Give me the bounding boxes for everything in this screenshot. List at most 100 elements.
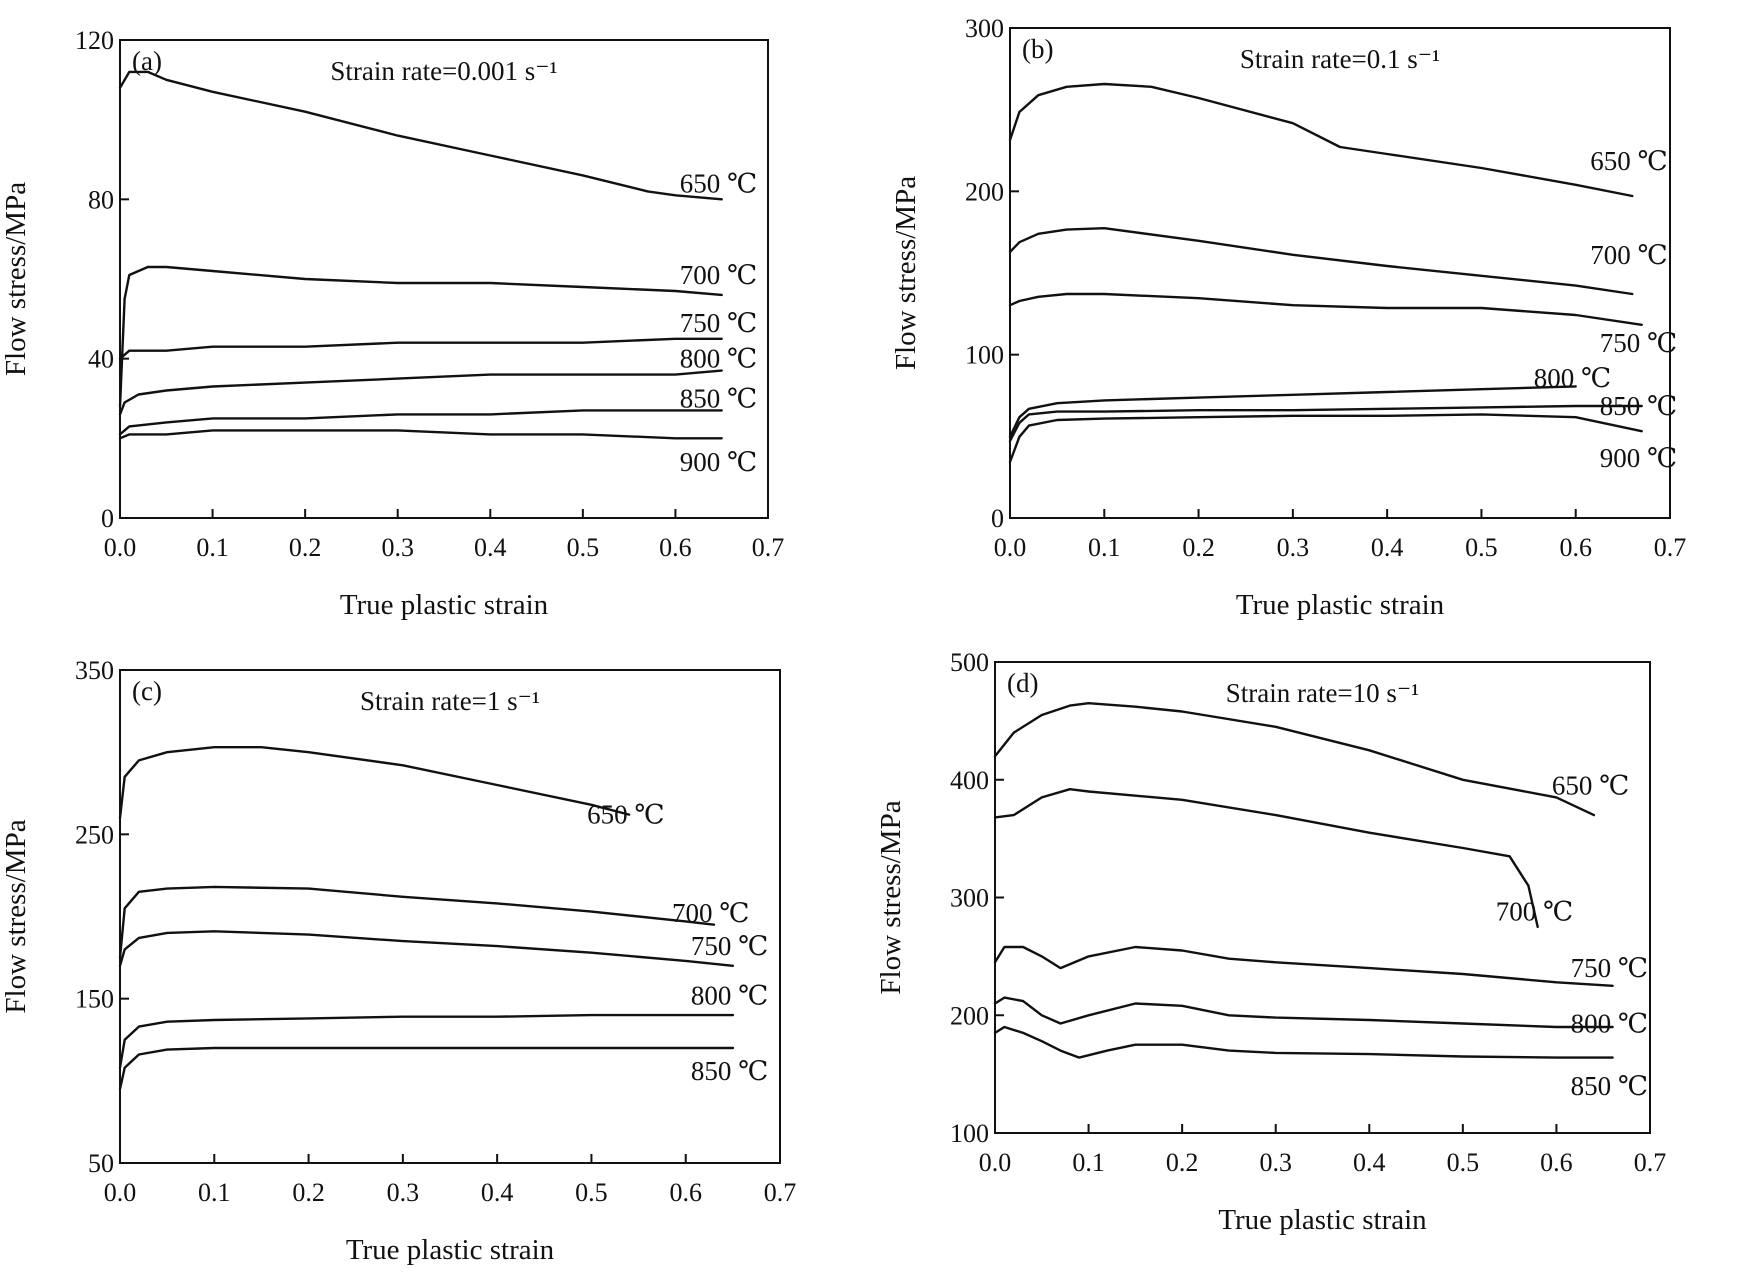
y-tick-label-b: 200: [965, 177, 1004, 206]
series-line-b-3: [1008, 385, 1577, 438]
y-tick-label-a: 0: [101, 504, 114, 533]
series-line-c-1: [118, 885, 716, 959]
y-axis-title-b: Flow stress/MPa: [890, 176, 922, 370]
x-tick-label-d: 0.0: [979, 1148, 1012, 1177]
x-tick-label-c: 0.7: [764, 1178, 797, 1207]
x-tick-label-d: 0.2: [1166, 1148, 1199, 1177]
y-tick-label-d: 300: [950, 884, 989, 913]
y-tick-label-d: 100: [950, 1119, 989, 1148]
series-line-b-0: [1008, 82, 1634, 198]
plot-frame-c: [119, 669, 781, 1164]
chart-panel-c: 0.0 0.1 0.2 0.3 0.4 0.5 0.6 0.7 50 150 250 350 True …: [0, 656, 796, 1266]
y-tick-label-a: 80: [88, 185, 114, 214]
x-tick-label-b: 0.1: [1088, 533, 1121, 562]
series-line-a-5: [118, 429, 723, 440]
plot-frame-a: [119, 39, 769, 519]
y-tick-label-c: 50: [88, 1149, 114, 1178]
series-label-d-4: 850 ℃: [1571, 1071, 1648, 1101]
x-tick-label-b: 0.2: [1182, 533, 1215, 562]
y-axis-title-c: Flow stress/MPa: [0, 819, 32, 1013]
x-tick-label-c: 0.5: [575, 1178, 608, 1207]
series-line-b-1: [1008, 226, 1634, 296]
y-tick-label-d: 500: [950, 648, 989, 677]
x-tick-label-c: 0.3: [387, 1178, 420, 1207]
x-tick-label-a: 0.6: [659, 533, 692, 562]
chart-panel-a: 0.0 0.1 0.2 0.3 0.4 0.5 0.6 0.7 0 40 80 120 True pla…: [0, 26, 784, 621]
chart-panel-d: 0.0 0.1 0.2 0.3 0.4 0.5 0.6 0.7 100 200 300 400 500 T…: [875, 648, 1666, 1236]
series-line-d-0: [993, 702, 1596, 817]
series-line-a-2: [118, 337, 723, 360]
strain-rate-annotation-c: Strain rate=1 s⁻¹: [360, 686, 540, 716]
x-axis-title-b: True plastic strain: [1236, 589, 1445, 621]
x-tick-label-a: 0.4: [474, 533, 507, 562]
series-label-c-2: 750 ℃: [691, 931, 768, 961]
y-tick-label-b: 100: [965, 341, 1004, 370]
y-axis-title-d: Flow stress/MPa: [875, 800, 907, 994]
series-label-b-3: 800 ℃: [1534, 363, 1611, 393]
x-tick-label-d: 0.5: [1447, 1148, 1480, 1177]
series-label-d-0: 650 ℃: [1552, 771, 1629, 801]
y-tick-label-b: 300: [965, 14, 1004, 43]
series-line-b-4: [1008, 404, 1643, 443]
chart-panel-b: 0.0 0.1 0.2 0.3 0.4 0.5 0.6 0.7 0 100 200 300 True p…: [890, 14, 1686, 621]
x-axis-title-d: True plastic strain: [1218, 1204, 1427, 1236]
series-label-d-3: 800 ℃: [1571, 1008, 1648, 1038]
series-label-b-5: 900 ℃: [1600, 443, 1677, 473]
x-tick-label-a: 0.7: [752, 533, 785, 562]
series-label-a-3: 800 ℃: [680, 344, 757, 374]
panel-label-d: (d): [1007, 668, 1038, 698]
y-tick-label-d: 400: [950, 766, 989, 795]
series-label-b-2: 750 ℃: [1600, 328, 1677, 358]
series-label-c-4: 850 ℃: [691, 1056, 768, 1086]
x-tick-label-b: 0.4: [1371, 533, 1404, 562]
series-label-a-0: 650 ℃: [680, 168, 757, 198]
y-tick-label-b: 0: [991, 504, 1004, 533]
series-line-c-4: [118, 1046, 735, 1091]
x-tick-label-a: 0.0: [104, 533, 137, 562]
x-tick-label-b: 0.6: [1559, 533, 1592, 562]
series-label-a-1: 700 ℃: [680, 260, 757, 290]
series-line-b-5: [1008, 413, 1643, 464]
y-tick-label-c: 250: [75, 820, 114, 849]
y-tick-label-a: 120: [75, 26, 114, 55]
x-tick-label-a: 0.3: [381, 533, 414, 562]
plot-frame-b: [1009, 27, 1671, 519]
x-axis-title-a: True plastic strain: [340, 589, 549, 621]
series-line-b-2: [1008, 292, 1643, 326]
series-line-d-3: [993, 996, 1614, 1029]
x-tick-label-b: 0.3: [1277, 533, 1310, 562]
y-tick-label-d: 200: [950, 1001, 989, 1030]
series-line-d-2: [993, 945, 1614, 987]
x-tick-label-c: 0.1: [198, 1178, 231, 1207]
series-label-b-0: 650 ℃: [1590, 146, 1667, 176]
strain-rate-annotation-b: Strain rate=0.1 s⁻¹: [1240, 44, 1440, 74]
x-tick-label-b: 0.0: [994, 533, 1027, 562]
x-tick-label-c: 0.2: [292, 1178, 325, 1207]
series-line-a-1: [118, 265, 723, 408]
panel-label-c: (c): [132, 676, 162, 706]
series-label-c-1: 700 ℃: [672, 898, 749, 928]
series-label-a-2: 750 ℃: [680, 308, 757, 338]
series-label-a-5: 900 ℃: [680, 447, 757, 477]
y-tick-label-c: 350: [75, 656, 114, 685]
series-label-d-2: 750 ℃: [1571, 953, 1648, 983]
x-tick-label-a: 0.5: [567, 533, 600, 562]
x-axis-title-c: True plastic strain: [346, 1234, 555, 1266]
x-tick-label-d: 0.6: [1540, 1148, 1573, 1177]
series-label-d-1: 700 ℃: [1496, 897, 1573, 927]
x-tick-label-b: 0.7: [1654, 533, 1687, 562]
strain-rate-annotation-d: Strain rate=10 s⁻¹: [1226, 678, 1420, 708]
x-tick-label-c: 0.6: [669, 1178, 702, 1207]
x-tick-label-c: 0.4: [481, 1178, 514, 1207]
series-label-c-3: 800 ℃: [691, 980, 768, 1010]
series-line-a-4: [118, 409, 723, 436]
series-line-d-4: [993, 1025, 1614, 1059]
x-tick-label-d: 0.3: [1259, 1148, 1292, 1177]
x-tick-label-a: 0.2: [289, 533, 322, 562]
x-tick-label-d: 0.7: [1634, 1148, 1667, 1177]
strain-rate-annotation-a: Strain rate=0.001 s⁻¹: [330, 56, 557, 86]
panel-label-b: (b): [1022, 34, 1053, 64]
y-axis-title-a: Flow stress/MPa: [0, 182, 32, 376]
x-tick-label-d: 0.1: [1072, 1148, 1105, 1177]
